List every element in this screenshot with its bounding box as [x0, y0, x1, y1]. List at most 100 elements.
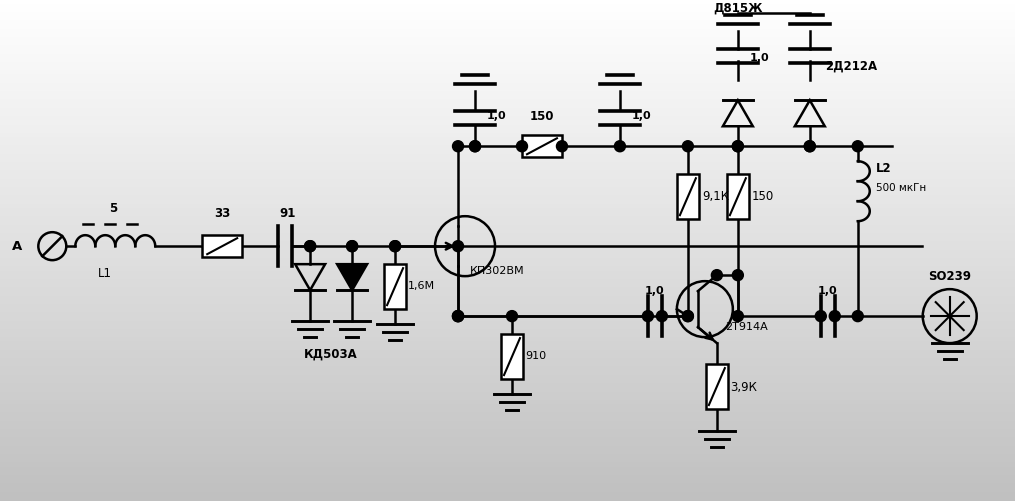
Bar — [0, 272, 1015, 276]
Text: КД503А: КД503А — [304, 348, 358, 361]
Bar — [0, 397, 1015, 401]
Bar — [0, 51, 1015, 55]
Circle shape — [682, 311, 693, 322]
Circle shape — [453, 141, 464, 152]
Circle shape — [804, 141, 815, 152]
Bar — [0, 451, 1015, 455]
Text: 33: 33 — [214, 207, 230, 220]
Bar — [0, 263, 1015, 268]
Text: Д815Ж: Д815Ж — [714, 2, 762, 15]
Bar — [0, 347, 1015, 351]
Bar — [0, 84, 1015, 88]
Bar — [0, 171, 1015, 175]
Text: 1,0: 1,0 — [632, 111, 652, 121]
Bar — [0, 351, 1015, 355]
Circle shape — [682, 141, 693, 152]
Bar — [0, 121, 1015, 126]
Circle shape — [390, 240, 401, 252]
Bar — [0, 363, 1015, 368]
Circle shape — [304, 240, 316, 252]
Bar — [0, 46, 1015, 51]
Text: 5: 5 — [110, 202, 118, 215]
Circle shape — [390, 240, 401, 252]
Bar — [0, 13, 1015, 17]
Bar — [0, 330, 1015, 334]
Circle shape — [470, 141, 480, 152]
Circle shape — [682, 311, 693, 322]
Text: L2: L2 — [876, 162, 891, 175]
Bar — [0, 184, 1015, 188]
Bar — [0, 343, 1015, 347]
Bar — [0, 334, 1015, 338]
Bar — [0, 105, 1015, 109]
FancyBboxPatch shape — [202, 235, 243, 257]
Bar — [0, 76, 1015, 80]
Bar — [0, 392, 1015, 397]
Bar — [0, 430, 1015, 434]
Bar — [0, 280, 1015, 284]
Circle shape — [517, 141, 528, 152]
Bar — [0, 492, 1015, 497]
Bar — [0, 284, 1015, 288]
Bar — [0, 309, 1015, 313]
Bar — [0, 5, 1015, 9]
Bar — [0, 188, 1015, 192]
Bar — [0, 376, 1015, 380]
Circle shape — [470, 141, 480, 152]
Bar — [0, 138, 1015, 142]
Text: 1,0: 1,0 — [646, 286, 665, 296]
Bar — [0, 217, 1015, 221]
Text: КП302ВМ: КП302ВМ — [470, 266, 525, 276]
Bar — [0, 405, 1015, 409]
Bar — [0, 250, 1015, 255]
Bar — [0, 88, 1015, 92]
Text: 150: 150 — [530, 110, 554, 123]
Bar — [0, 142, 1015, 146]
Bar — [0, 242, 1015, 246]
Bar — [0, 238, 1015, 242]
Bar — [0, 268, 1015, 272]
Bar — [0, 159, 1015, 163]
Bar — [0, 1, 1015, 5]
Bar — [0, 150, 1015, 155]
Bar — [0, 92, 1015, 96]
Bar — [0, 326, 1015, 330]
Bar — [0, 297, 1015, 301]
Bar — [0, 313, 1015, 318]
Circle shape — [712, 270, 723, 281]
Bar — [0, 30, 1015, 34]
Bar — [0, 101, 1015, 105]
Circle shape — [556, 141, 567, 152]
Text: L1: L1 — [98, 267, 113, 280]
Bar — [0, 463, 1015, 467]
Bar — [0, 117, 1015, 121]
Bar — [0, 209, 1015, 213]
Bar — [0, 384, 1015, 388]
Circle shape — [829, 311, 840, 322]
Bar — [0, 318, 1015, 322]
Bar — [0, 426, 1015, 430]
Bar — [0, 80, 1015, 84]
FancyBboxPatch shape — [384, 264, 406, 309]
Circle shape — [453, 240, 464, 252]
Bar — [0, 409, 1015, 413]
Circle shape — [804, 141, 815, 152]
Bar — [0, 221, 1015, 225]
Bar — [0, 67, 1015, 71]
Bar — [0, 467, 1015, 472]
Text: 91: 91 — [279, 207, 295, 220]
Circle shape — [733, 270, 743, 281]
Bar — [0, 230, 1015, 234]
Bar — [0, 438, 1015, 442]
Bar — [0, 434, 1015, 438]
Bar — [0, 21, 1015, 26]
Bar — [0, 225, 1015, 230]
Bar — [0, 447, 1015, 451]
Circle shape — [853, 311, 864, 322]
Bar — [0, 455, 1015, 459]
Bar — [0, 200, 1015, 205]
Text: 1,0: 1,0 — [487, 111, 506, 121]
Circle shape — [453, 311, 464, 322]
Bar — [0, 476, 1015, 480]
Bar — [0, 146, 1015, 150]
